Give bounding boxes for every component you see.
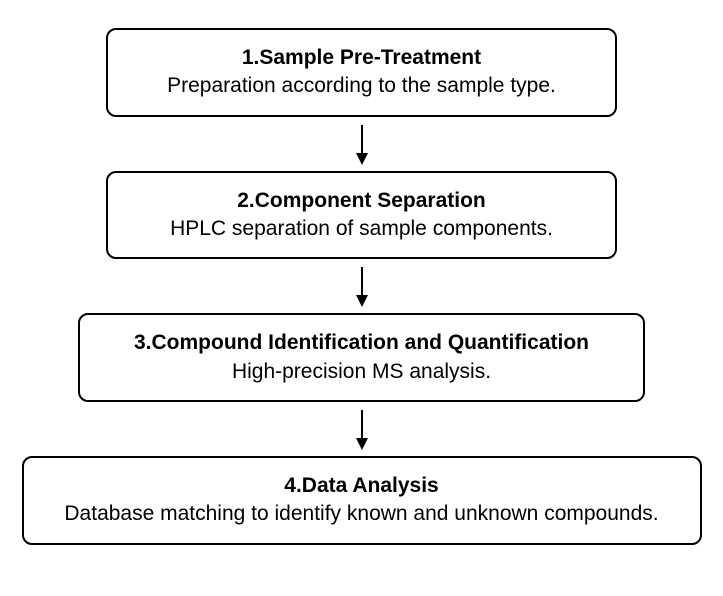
flow-node-3-desc: High-precision MS analysis.	[108, 358, 615, 386]
flow-node-1-desc: Preparation according to the sample type…	[136, 72, 587, 100]
flow-arrow-2	[352, 259, 372, 313]
flow-node-1-title: 1.Sample Pre-Treatment	[136, 44, 587, 72]
flow-node-1: 1.Sample Pre-Treatment Preparation accor…	[106, 28, 617, 117]
flow-node-2-title: 2.Component Separation	[136, 187, 587, 215]
arrow-down-icon	[352, 408, 372, 452]
flow-node-4-title: 4.Data Analysis	[52, 472, 672, 500]
flow-node-2-desc: HPLC separation of sample components.	[136, 215, 587, 243]
flow-node-4: 4.Data Analysis Database matching to ide…	[22, 456, 702, 545]
flow-node-4-desc: Database matching to identify known and …	[52, 500, 672, 528]
flow-arrow-1	[352, 117, 372, 171]
arrow-down-icon	[352, 265, 372, 309]
flow-arrow-3	[352, 402, 372, 456]
flow-node-2: 2.Component Separation HPLC separation o…	[106, 171, 617, 260]
flow-node-3: 3.Compound Identification and Quantifica…	[78, 313, 645, 402]
flow-node-3-title: 3.Compound Identification and Quantifica…	[108, 329, 615, 357]
arrow-down-icon	[352, 123, 372, 167]
